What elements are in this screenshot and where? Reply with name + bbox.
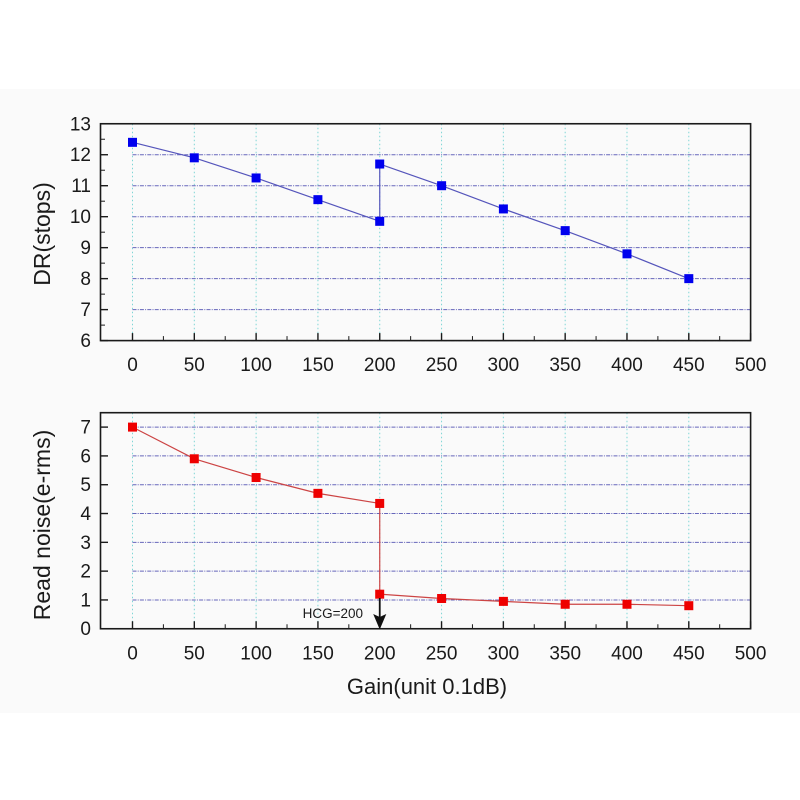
- svg-text:500: 500: [735, 643, 767, 664]
- svg-text:0: 0: [127, 643, 138, 664]
- svg-text:13: 13: [70, 114, 91, 135]
- svg-text:0: 0: [127, 355, 138, 376]
- svg-text:6: 6: [80, 331, 91, 352]
- svg-text:350: 350: [549, 355, 581, 376]
- svg-text:150: 150: [302, 643, 334, 664]
- svg-text:12: 12: [70, 145, 91, 166]
- svg-text:7: 7: [80, 418, 91, 439]
- svg-text:300: 300: [488, 643, 520, 664]
- svg-text:5: 5: [80, 475, 91, 496]
- svg-text:150: 150: [302, 355, 334, 376]
- svg-text:250: 250: [426, 355, 458, 376]
- svg-text:11: 11: [71, 176, 91, 197]
- svg-text:450: 450: [673, 355, 705, 376]
- svg-text:4: 4: [80, 504, 91, 525]
- svg-text:9: 9: [80, 238, 91, 259]
- svg-text:1: 1: [80, 590, 91, 611]
- svg-text:300: 300: [488, 355, 520, 376]
- svg-text:10: 10: [70, 207, 91, 228]
- svg-text:7: 7: [80, 300, 91, 321]
- svg-text:50: 50: [184, 643, 205, 664]
- svg-text:6: 6: [80, 446, 91, 467]
- svg-text:8: 8: [80, 269, 91, 290]
- svg-text:HCG=200: HCG=200: [303, 606, 363, 621]
- svg-text:400: 400: [611, 355, 643, 376]
- svg-text:250: 250: [426, 643, 458, 664]
- svg-text:2: 2: [80, 562, 91, 583]
- svg-text:100: 100: [240, 643, 272, 664]
- svg-text:200: 200: [364, 643, 396, 664]
- svg-text:500: 500: [735, 355, 767, 376]
- svg-text:Gain(unit 0.1dB): Gain(unit 0.1dB): [347, 674, 507, 699]
- svg-text:50: 50: [184, 355, 205, 376]
- svg-text:450: 450: [673, 643, 705, 664]
- svg-text:200: 200: [364, 355, 396, 376]
- svg-text:3: 3: [80, 533, 91, 554]
- svg-text:Read noise(e-rms): Read noise(e-rms): [29, 430, 55, 620]
- svg-text:DR(stops): DR(stops): [29, 182, 55, 286]
- svg-text:350: 350: [549, 643, 581, 664]
- svg-text:400: 400: [611, 643, 643, 664]
- svg-text:0: 0: [80, 619, 91, 640]
- svg-text:100: 100: [240, 355, 272, 376]
